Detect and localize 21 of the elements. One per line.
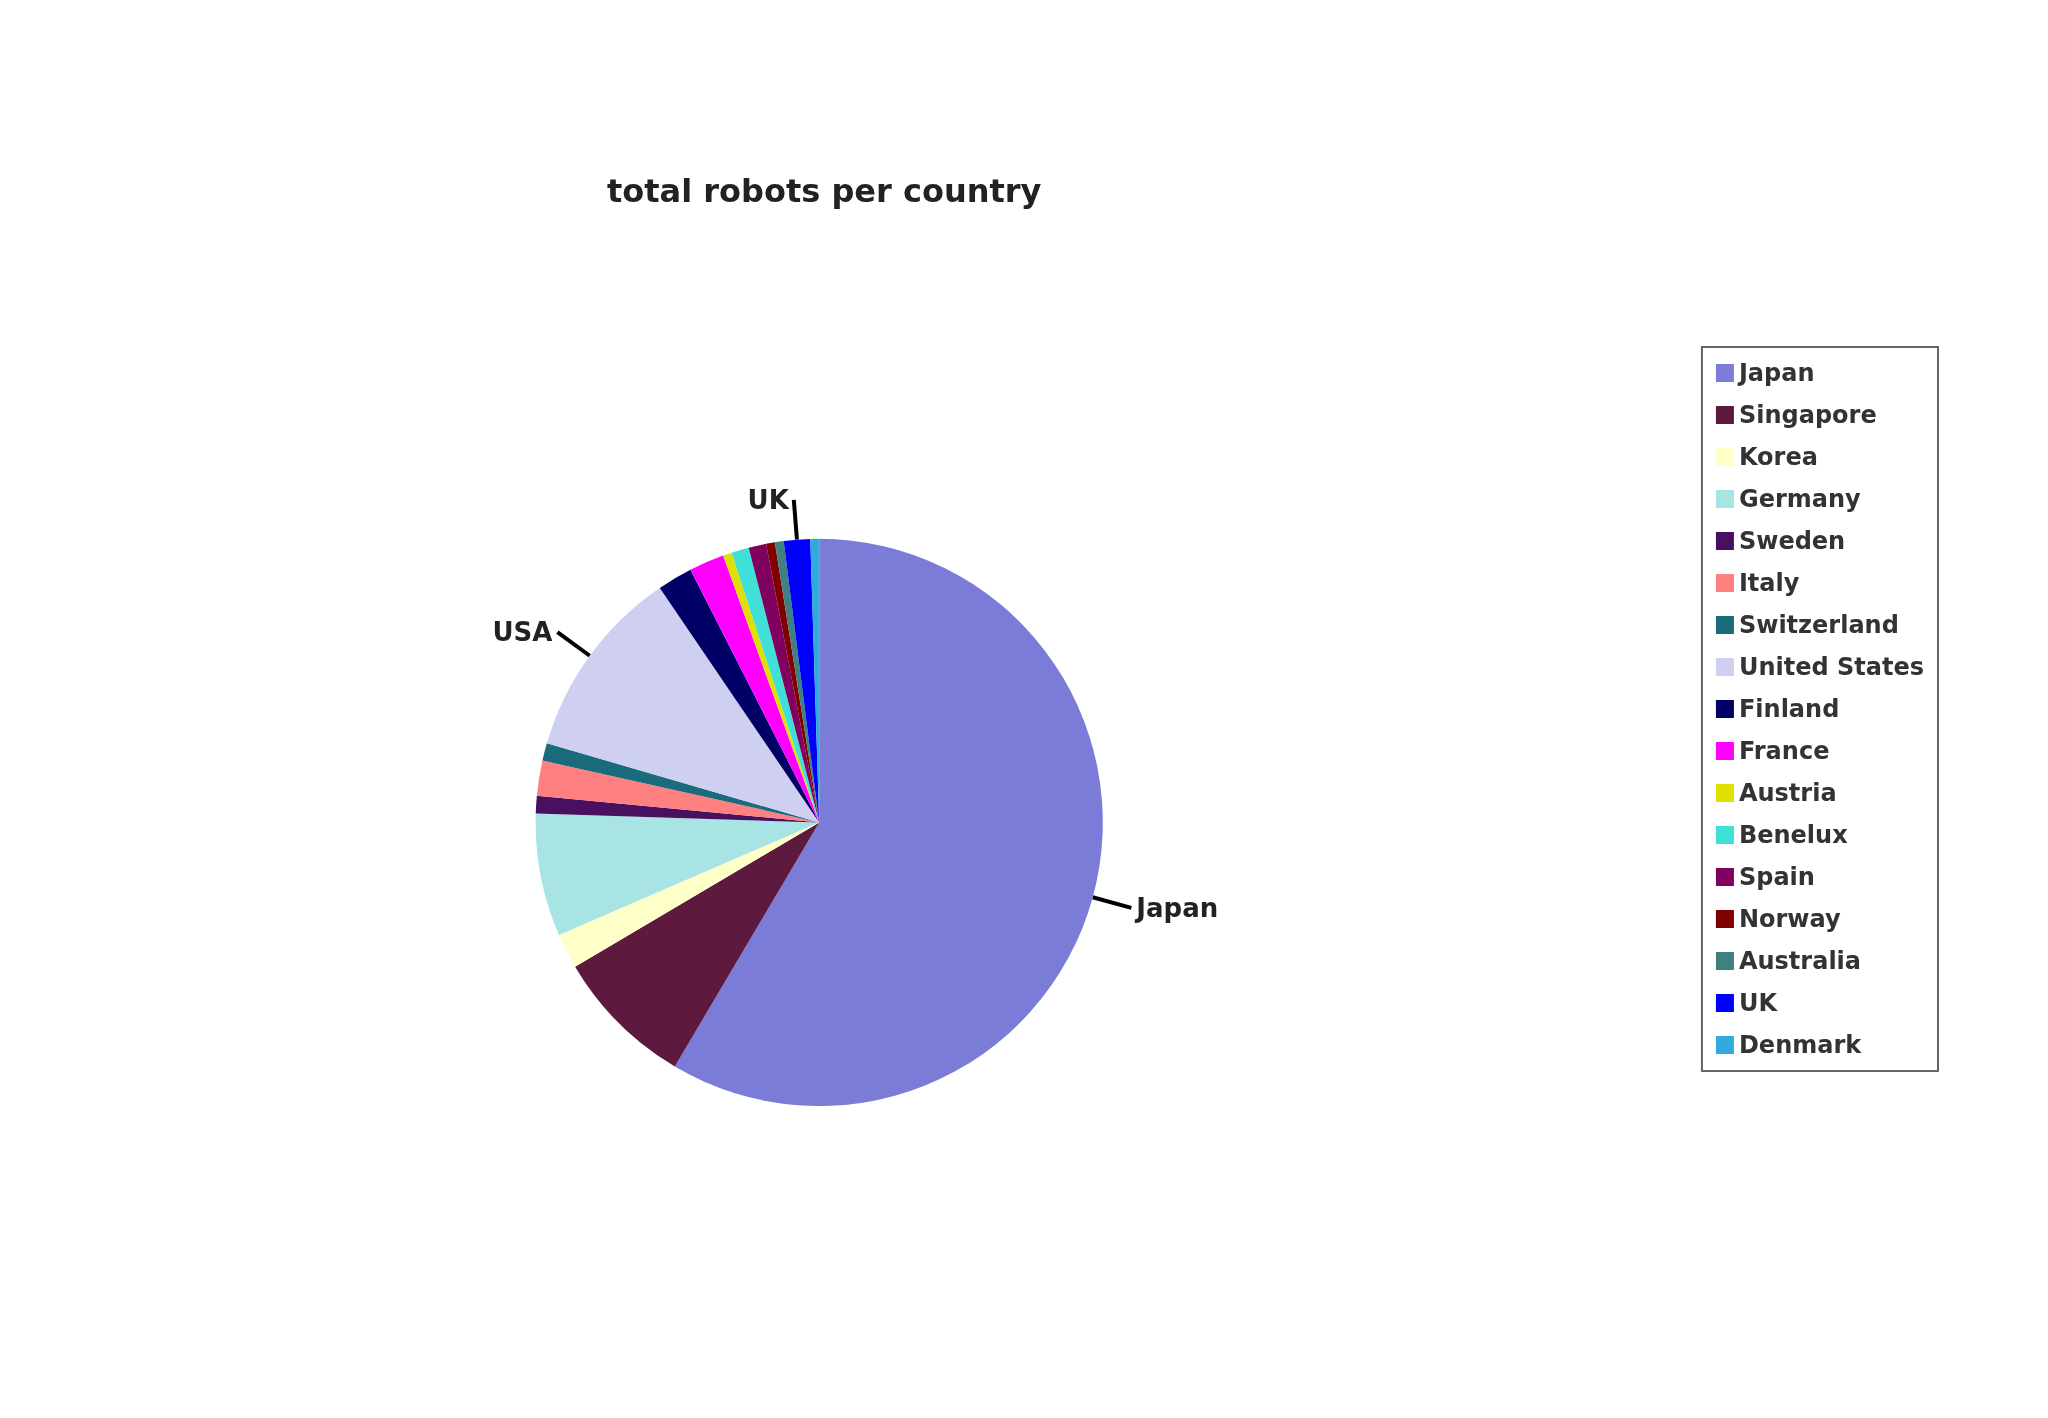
legend-label: Finland (1738, 695, 1840, 723)
text: USA (492, 617, 553, 648)
slice-label: Japan (1134, 892, 1219, 923)
legend-label: Korea (1738, 443, 1818, 471)
legend-label: Japan (1736, 359, 1815, 387)
legend-label: Sweden (1738, 527, 1846, 555)
legend-label: Italy (1738, 569, 1800, 597)
legend-label: Austria (1738, 779, 1837, 807)
legend-label: Benelux (1738, 821, 1849, 849)
slice-label: UK (747, 484, 790, 515)
legend-label: Denmark (1738, 1031, 1863, 1059)
legend-label: France (1738, 737, 1830, 765)
legend-label: UK (1738, 989, 1779, 1017)
chart-title: total robots per country (607, 172, 1042, 210)
legend-label: Switzerland (1738, 611, 1899, 639)
legend-label: Spain (1738, 863, 1815, 891)
legend-label: Australia (1738, 947, 1862, 975)
legend-label: Norway (1738, 905, 1841, 933)
legend-label: Germany (1738, 485, 1862, 513)
legend-label: Singapore (1738, 401, 1877, 429)
legend-label: United States (1738, 653, 1924, 681)
